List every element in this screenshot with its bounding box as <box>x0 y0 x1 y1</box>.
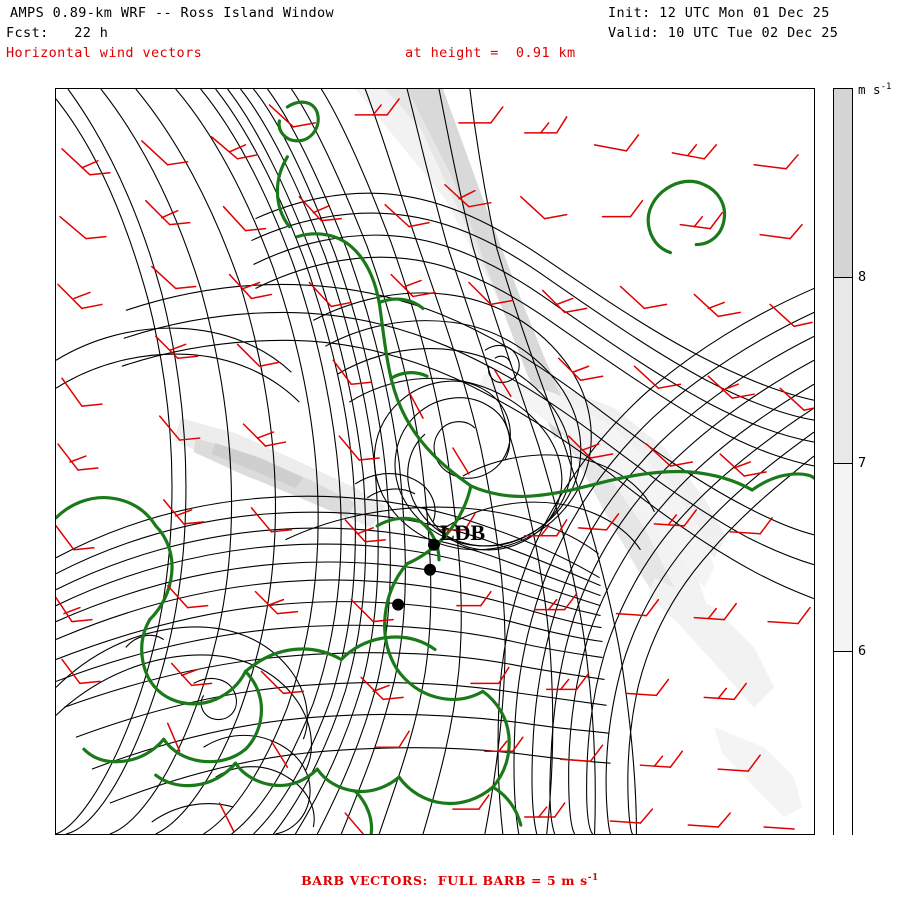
colorbar-band-above8 <box>834 89 852 277</box>
streamlines <box>56 89 814 834</box>
coastline <box>56 100 814 834</box>
valid-time: Valid: 10 UTC Tue 02 Dec 25 <box>608 25 839 41</box>
colorbar-units-text: m s <box>858 82 881 98</box>
init-time: Init: 12 UTC Mon 01 Dec 25 <box>608 5 830 21</box>
colorbar-tick-8 <box>834 277 852 278</box>
map-canvas: LDB <box>56 89 814 834</box>
colorbar-label-6: 6 <box>858 643 867 659</box>
colorbar-tick-6 <box>834 651 852 652</box>
barb-legend-exponent: -1 <box>587 873 599 883</box>
wind-barbs <box>56 98 814 834</box>
colorbar <box>833 88 853 836</box>
station-label-ldb: LDB <box>440 520 485 545</box>
windspeed-shading <box>173 89 803 818</box>
colorbar-band-7to8 <box>834 277 852 463</box>
station-marker-3[interactable] <box>392 598 405 611</box>
height-label: at height = 0.91 km <box>405 45 576 61</box>
map-plot-panel: LDB <box>55 88 815 835</box>
field-name: Horizontal wind vectors <box>6 45 203 61</box>
header-block: AMPS 0.89-km WRF -- Ross Island Window F… <box>0 0 900 70</box>
forecast-hour: Fcst: 22 h <box>6 25 109 41</box>
model-title: AMPS 0.89-km WRF -- Ross Island Window <box>10 5 335 21</box>
colorbar-band-below6 <box>834 651 852 836</box>
colorbar-tick-7 <box>834 463 852 464</box>
station-marker-ldb[interactable] <box>428 538 440 551</box>
colorbar-band-6to7 <box>834 463 852 651</box>
colorbar-units-exponent: -1 <box>880 82 892 92</box>
colorbar-label-8: 8 <box>858 269 867 285</box>
barb-legend-caption: BARB VECTORS: FULL BARB = 5 m s-1 <box>0 873 900 888</box>
barb-legend-text: BARB VECTORS: FULL BARB = 5 m s <box>301 873 588 889</box>
colorbar-label-7: 7 <box>858 455 867 471</box>
station-markers[interactable] <box>392 538 440 611</box>
station-marker-2[interactable] <box>424 563 436 576</box>
colorbar-units: m s-1 <box>858 82 891 97</box>
